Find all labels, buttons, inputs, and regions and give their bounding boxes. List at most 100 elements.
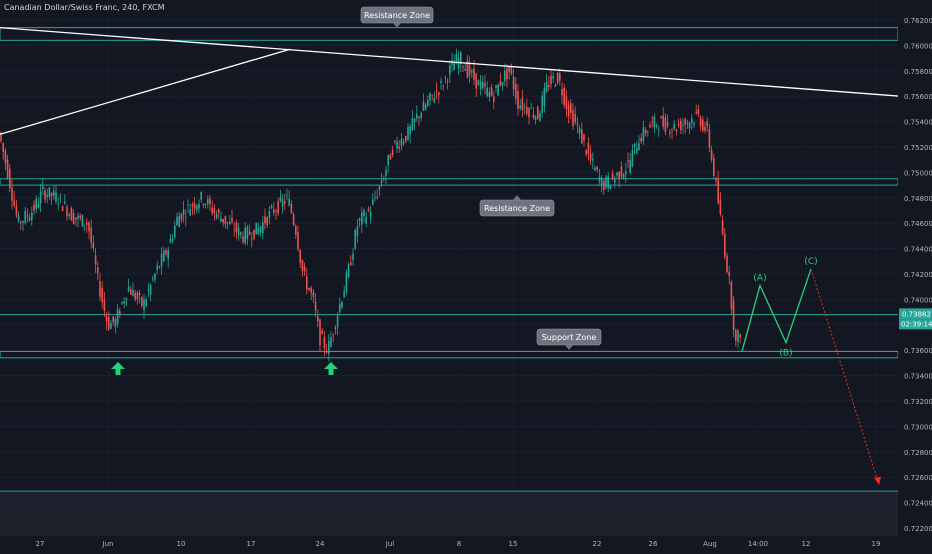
time-axis[interactable]: 27 Jun 10 17 24 Jul 8 15 22 26 Aug 14:00 12 19 <box>36 540 881 548</box>
candle-body <box>517 91 519 109</box>
wave-projection: (A) (B) (C) <box>741 257 881 485</box>
candle-body <box>28 217 31 221</box>
wave-label-c: (C) <box>804 257 817 267</box>
candle-body <box>453 63 455 71</box>
candle-body <box>620 166 623 177</box>
candle-body <box>653 116 656 128</box>
candle-body <box>532 114 535 118</box>
candle-body <box>644 130 647 134</box>
candle-body <box>607 176 609 189</box>
candle-body <box>691 118 693 123</box>
candle-body <box>413 118 416 123</box>
candle-body <box>730 281 733 310</box>
grid <box>0 19 898 478</box>
candle-body <box>523 106 526 108</box>
resistance-zone-mid-label-pointer <box>513 195 521 200</box>
candle-body <box>664 117 667 133</box>
candle-body <box>728 272 730 276</box>
price-tick-label: 0.73000 <box>904 423 932 431</box>
candle-body <box>427 100 429 106</box>
candle-body <box>147 289 150 291</box>
wave-label-b: (B) <box>779 349 792 359</box>
candle-body <box>134 292 136 300</box>
trendline <box>0 26 901 97</box>
candle-body <box>116 309 119 325</box>
candle-body <box>61 206 64 211</box>
candle-body <box>35 198 37 210</box>
candle-body <box>717 179 719 204</box>
candle-body <box>422 101 425 111</box>
candle-body <box>636 148 638 154</box>
candle-body <box>473 68 475 80</box>
candle-body <box>444 76 447 78</box>
candle-body <box>176 216 178 226</box>
candle-body <box>596 166 598 170</box>
candle-body <box>57 203 59 205</box>
candle-body <box>479 81 482 90</box>
candle-body <box>400 139 403 146</box>
resistance-zone-mid-label-text: Resistance Zone <box>484 204 550 213</box>
candle-body <box>713 157 715 176</box>
candle-body <box>466 60 469 78</box>
candle-body <box>132 289 134 297</box>
candle-body <box>336 315 339 328</box>
candle-body <box>699 117 702 127</box>
candle-body <box>242 236 244 243</box>
candle-body <box>209 198 211 205</box>
candle-body <box>631 150 634 167</box>
candle-body <box>438 92 440 96</box>
candle-body <box>97 267 99 273</box>
candle-body <box>545 82 548 92</box>
candle-body <box>90 227 92 243</box>
candle-body <box>732 300 735 330</box>
candle-body <box>26 215 29 217</box>
support-zone-label: Support Zone <box>536 328 602 350</box>
candle-body <box>697 108 700 115</box>
price-axis[interactable]: 0.72200 0.72400 0.72600 0.72800 0.73000 0.732… <box>898 0 932 550</box>
price-tick-label: 0.75400 <box>904 119 932 127</box>
candle-body <box>9 168 11 188</box>
wave-path <box>741 268 812 352</box>
support-zone-label-pointer <box>565 345 573 350</box>
candle-body <box>572 110 574 127</box>
candle-body <box>59 195 62 197</box>
candle-body <box>669 132 671 134</box>
candle-body <box>493 96 495 102</box>
candle-body <box>114 318 117 328</box>
support-up-arrow-icon <box>111 362 125 375</box>
price-tick-label: 0.72800 <box>904 449 932 457</box>
candle-body <box>680 120 682 131</box>
candle-body <box>200 192 202 200</box>
time-tick-label: 8 <box>457 540 461 548</box>
candle-body <box>539 112 541 122</box>
candle-body <box>638 143 640 151</box>
candle-body <box>618 171 620 180</box>
candle-body <box>86 222 88 225</box>
candle-body <box>154 273 156 280</box>
candle-body <box>15 206 18 216</box>
candle-body <box>655 124 658 126</box>
candle-body <box>411 118 414 131</box>
candle-body <box>202 203 205 206</box>
time-tick-label: 22 <box>593 540 602 548</box>
price-tick-label: 0.76000 <box>904 42 932 50</box>
candle-body <box>559 73 561 82</box>
candle-body <box>737 330 739 343</box>
candle-body <box>565 96 568 110</box>
time-tick-label: 14:00 <box>748 540 768 548</box>
candle-body <box>240 232 242 235</box>
candle-body <box>666 122 669 126</box>
candle-body <box>191 204 194 207</box>
candle-body <box>77 215 79 219</box>
candle-body <box>563 87 565 106</box>
candle-body <box>187 204 189 206</box>
candle-body <box>530 107 532 109</box>
price-tick-label: 0.75800 <box>904 68 932 76</box>
candle-body <box>332 334 334 336</box>
candle-body <box>633 143 636 148</box>
candle-body <box>726 255 728 272</box>
candle-body <box>108 317 110 330</box>
candle-body <box>312 292 315 297</box>
